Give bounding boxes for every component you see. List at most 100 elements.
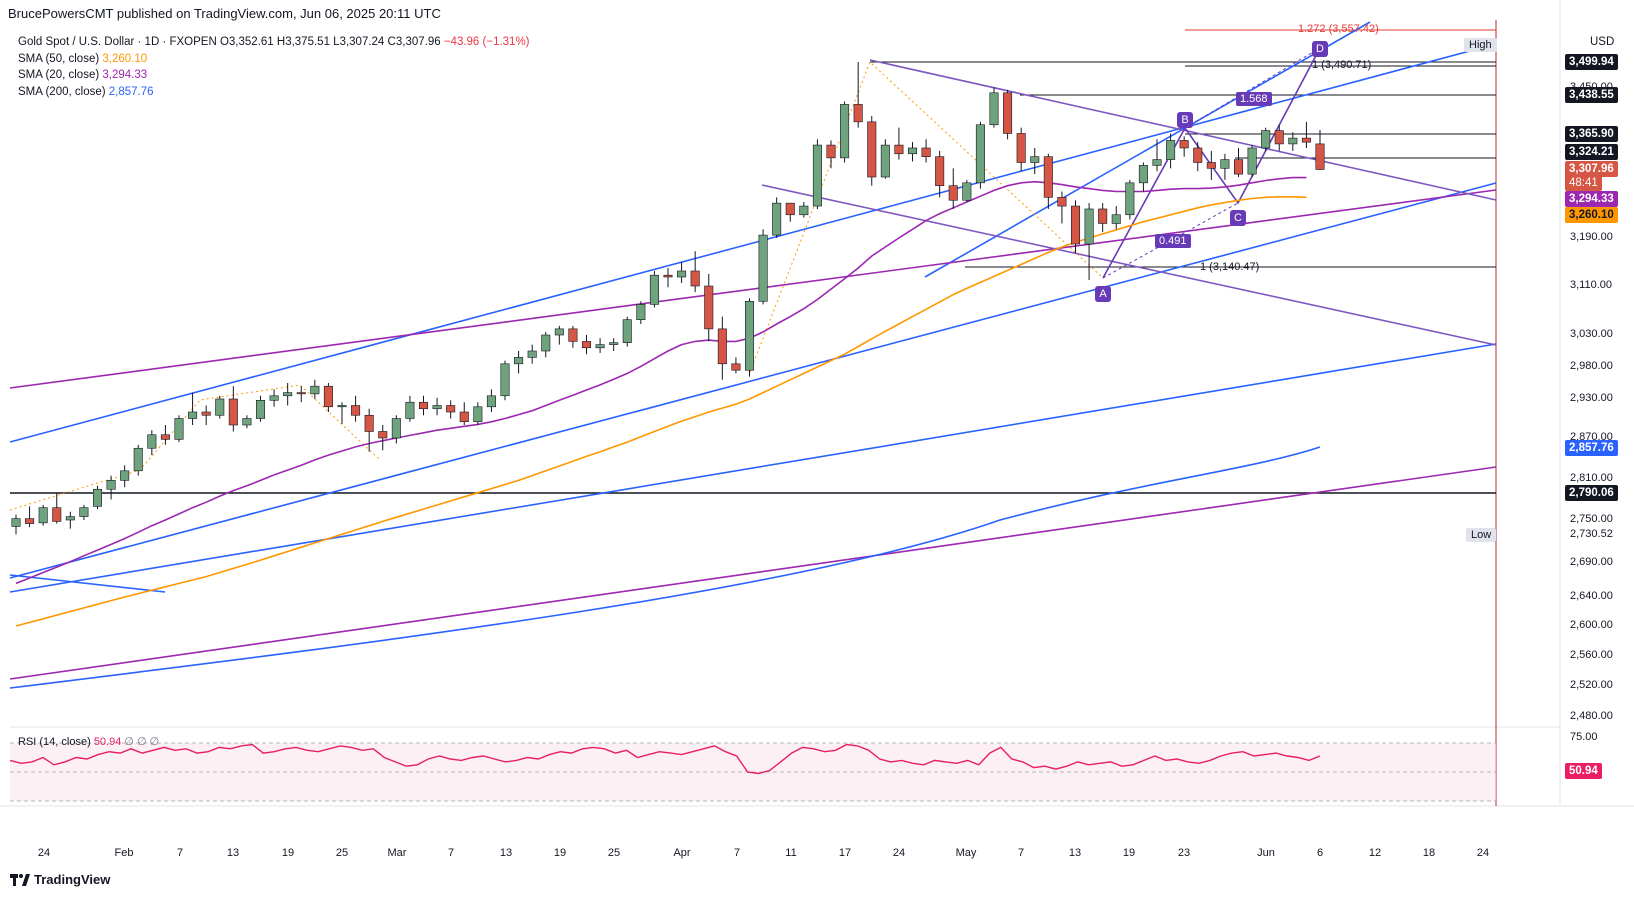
candle[interactable] [1030,147,1040,175]
candle[interactable] [772,197,782,238]
candle[interactable] [459,402,469,425]
candle[interactable] [473,402,483,425]
sma50-row[interactable]: SMA (50, close) 3,260.10 [18,51,530,68]
candle[interactable] [514,351,524,374]
candle[interactable] [541,331,551,358]
candle[interactable] [554,325,564,345]
candle[interactable] [201,405,211,426]
candle[interactable] [1125,179,1135,220]
candle[interactable] [174,415,184,443]
candle[interactable] [935,150,945,198]
wave-d-label[interactable]: D [1312,41,1328,57]
candle[interactable] [432,397,442,416]
candle[interactable] [1315,129,1325,171]
candle[interactable] [826,140,836,169]
candle[interactable] [907,142,918,162]
candle[interactable] [1274,124,1284,151]
candle[interactable] [1084,203,1094,280]
candle[interactable] [228,386,238,432]
candle[interactable] [446,400,456,419]
candle[interactable] [758,229,768,305]
candle[interactable] [147,430,157,456]
candle[interactable] [337,402,347,424]
candle[interactable] [677,262,687,283]
candle[interactable] [1070,200,1081,253]
wave-c-label[interactable]: C [1230,210,1246,226]
candle[interactable] [378,425,388,451]
candle[interactable] [812,139,822,209]
candle[interactable] [11,514,21,535]
candle[interactable] [975,121,985,189]
candle[interactable] [1016,127,1026,172]
candle[interactable] [38,504,48,526]
candle[interactable] [364,408,374,452]
candle[interactable] [160,425,170,445]
candle[interactable] [636,301,646,324]
candle[interactable] [500,360,510,401]
sma200-row[interactable]: SMA (200, close) 2,857.76 [18,84,530,101]
candle[interactable] [1261,127,1271,151]
candle[interactable] [717,316,727,380]
candle[interactable] [1179,136,1189,157]
candle[interactable] [405,395,415,422]
candle[interactable] [649,271,659,308]
candle[interactable] [840,101,850,163]
candle[interactable] [486,389,496,412]
candle[interactable] [1233,147,1244,178]
candle[interactable] [255,395,266,422]
candle[interactable] [79,504,89,520]
candle[interactable] [65,511,75,529]
rsi-legend[interactable]: RSI (14, close) 50.94 ∅ ∅ ∅ [18,735,159,748]
candle[interactable] [296,386,306,403]
candle[interactable] [215,395,225,419]
candle[interactable] [622,316,632,347]
candle[interactable] [351,395,361,422]
candle[interactable] [1166,133,1176,169]
candle[interactable] [1098,203,1108,233]
candle[interactable] [527,344,537,364]
sma20-line[interactable] [15,176,1307,585]
candle[interactable] [1206,150,1216,180]
candle[interactable] [1152,139,1162,172]
candle[interactable] [106,475,116,500]
candle[interactable] [663,268,673,288]
candle[interactable] [269,389,279,407]
candle[interactable] [188,392,198,425]
candle[interactable] [1057,191,1067,224]
candle[interactable] [323,383,333,412]
candle[interactable] [799,201,809,218]
tradingview-footer[interactable]: TradingView [10,872,110,887]
candle[interactable] [867,116,877,186]
candle[interactable] [391,415,401,444]
symbol-row[interactable]: Gold Spot / U.S. Dollar · 1D · FXOPEN O3… [18,34,530,51]
candle[interactable] [1301,121,1311,148]
candle[interactable] [418,395,429,416]
sma20-row[interactable]: SMA (20, close) 3,294.33 [18,67,530,84]
candle[interactable] [1247,145,1257,178]
candle[interactable] [120,465,130,488]
candle[interactable] [595,338,605,353]
wave-a-label[interactable]: A [1095,286,1111,302]
candle[interactable] [1111,206,1121,230]
candle[interactable] [133,444,143,476]
candle[interactable] [283,383,293,406]
candle[interactable] [581,335,592,355]
candle[interactable] [1288,132,1298,151]
candle[interactable] [880,139,890,179]
candle[interactable] [310,379,320,399]
candle[interactable] [1043,153,1053,209]
candle[interactable] [731,357,741,374]
candle[interactable] [921,139,931,163]
candle[interactable] [25,506,35,528]
candle[interactable] [785,202,795,222]
rsi-line[interactable] [9,743,1321,775]
candle[interactable] [962,179,972,202]
currency-label[interactable]: USD [1590,36,1615,48]
candle[interactable] [853,62,863,128]
candle[interactable] [1003,89,1013,140]
candle[interactable] [894,127,904,160]
wave-b-label[interactable]: B [1177,112,1193,128]
candle[interactable] [92,485,103,510]
candle[interactable] [1220,153,1230,180]
